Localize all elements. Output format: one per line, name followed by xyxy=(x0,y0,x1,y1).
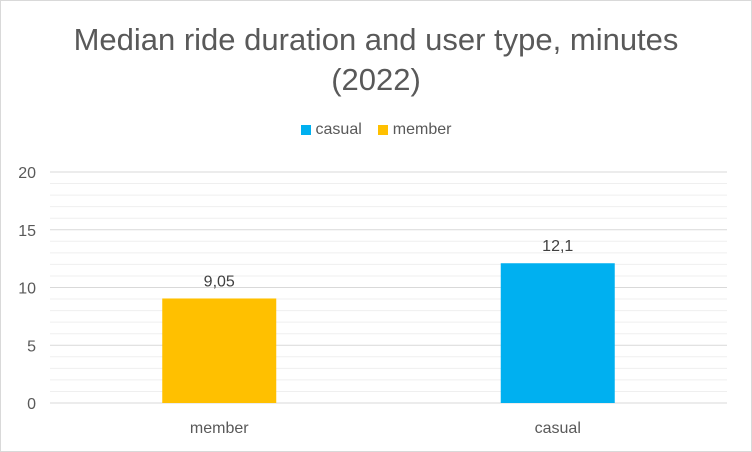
bar-casual xyxy=(500,263,615,403)
y-tick-label: 15 xyxy=(18,223,36,240)
legend-item-member: member xyxy=(377,121,452,139)
x-category-label-casual: casual xyxy=(535,420,581,437)
y-tick-label: 10 xyxy=(18,281,36,298)
legend-label-member: member xyxy=(392,121,452,138)
legend-swatch-casual xyxy=(300,125,311,135)
chart-legend: casual member xyxy=(0,121,752,139)
legend-swatch-member xyxy=(377,125,388,135)
y-tick-label: 0 xyxy=(27,396,36,413)
legend-item-casual: casual xyxy=(300,121,362,139)
data-label-casual: 12,1 xyxy=(542,238,573,255)
bar-member xyxy=(162,298,277,403)
data-label-member: 9,05 xyxy=(204,273,235,290)
chart-title-line-2: (2022) xyxy=(331,62,421,97)
chart-title-line-1: Median ride duration and user type, minu… xyxy=(73,22,679,57)
legend-label-casual: casual xyxy=(315,121,362,138)
x-category-label-member: member xyxy=(190,420,249,437)
chart-title: Median ride duration and user type, minu… xyxy=(0,20,752,100)
y-tick-label: 20 xyxy=(18,165,36,182)
y-tick-label: 5 xyxy=(27,338,36,355)
